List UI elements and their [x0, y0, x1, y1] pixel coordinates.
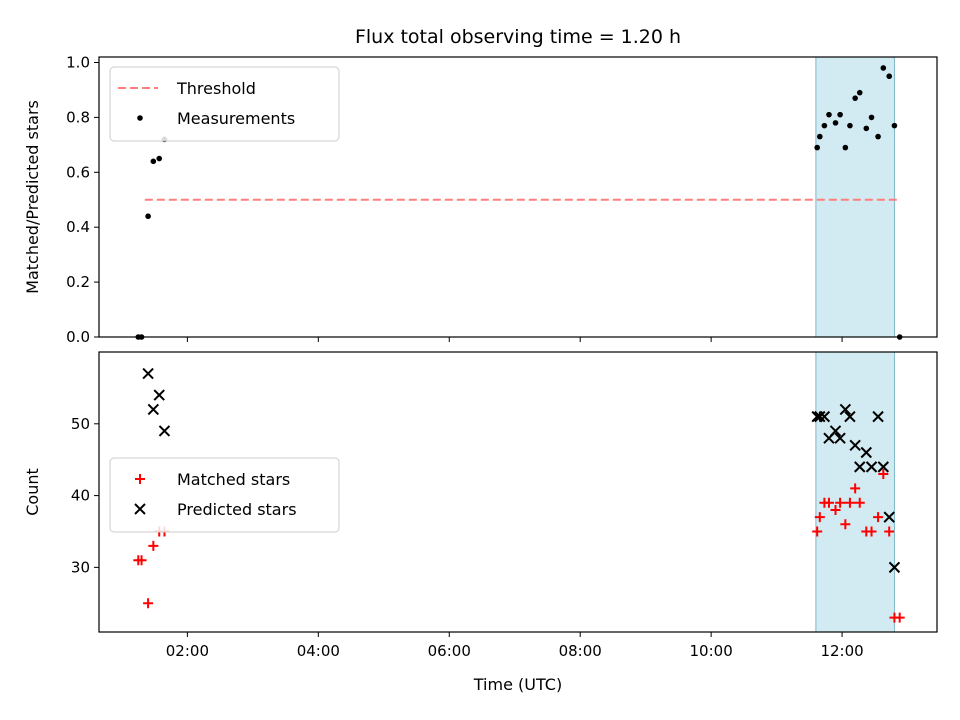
matched-star-point [812, 526, 823, 537]
measurement-point [145, 213, 151, 220]
matched-star-point [854, 497, 865, 508]
chart-title: Flux total observing time = 1.20 h [355, 26, 681, 48]
measurement-point [814, 144, 820, 151]
predicted-star-point [814, 410, 826, 423]
top-panel: 0.0 0.2 0.4 0.6 0.8 1.0 Matched/Predicted star… [23, 53, 938, 346]
legend-matched-swatch [135, 474, 145, 484]
predicted-star-point [883, 511, 895, 523]
x-tick-label: 08:00 [559, 642, 602, 660]
x-tick-label: 06:00 [428, 642, 471, 660]
matched-star-point [835, 497, 846, 508]
measurement-point [847, 122, 853, 129]
matched-star-point [823, 497, 834, 508]
legend-box [109, 66, 340, 142]
y-tick-label: 30 [71, 558, 90, 576]
matched-star-point [136, 555, 147, 566]
measurement-point [150, 158, 157, 165]
shaded-interval [815, 56, 895, 338]
x-tick-label: 04:00 [297, 642, 340, 660]
measurement-point [832, 120, 839, 126]
measurement-point [821, 122, 828, 129]
x-tick-label: 10:00 [690, 642, 733, 660]
measurement-point [826, 111, 832, 118]
predicted-star-point [834, 432, 846, 444]
matched-star-point [148, 540, 159, 551]
predicted-star-point [153, 389, 165, 401]
measurement-point [875, 133, 881, 140]
x-tick-label: 12:00 [820, 642, 863, 660]
x-tick-label: 02:00 [166, 642, 209, 660]
y-tick-label: 50 [71, 415, 90, 433]
matched-star-point [873, 512, 884, 523]
matched-star-point [840, 519, 851, 530]
measurement-point [856, 89, 863, 96]
predicted-star-point [888, 561, 901, 574]
matched-star-point [830, 504, 841, 515]
legend-entry-label: Threshold [176, 79, 256, 98]
y-tick-label: 0.8 [66, 108, 90, 126]
measurement-point [842, 144, 849, 151]
measurement-point [863, 125, 870, 132]
measurement-point [891, 122, 898, 129]
legend-box [109, 457, 340, 533]
y-axis-label: Matched/Predicted stars [23, 100, 42, 294]
predicted-star-point [158, 425, 171, 437]
matched-star-point [894, 612, 905, 623]
legend-entry-label: Measurements [177, 109, 295, 128]
measurement-point [886, 73, 893, 80]
y-tick-label: 0.0 [66, 328, 90, 346]
predicted-star-point [839, 403, 852, 416]
predicted-star-point [844, 410, 856, 423]
matched-star-point [878, 469, 889, 480]
y-tick-label: 40 [71, 487, 90, 505]
axes-frame [98, 56, 938, 338]
measurement-point [852, 95, 858, 101]
y-tick-label: 0.4 [66, 218, 90, 236]
measurement-point [868, 114, 875, 121]
predicted-star-point [142, 367, 154, 380]
measurement-point [156, 155, 163, 162]
predicted-star-point [818, 410, 831, 423]
legend-entry-label: Matched stars [177, 470, 290, 489]
y-axis-label: Count [23, 468, 42, 516]
predicted-star-point [860, 446, 873, 459]
predicted-star-point [865, 461, 878, 473]
matched-star-point [844, 497, 855, 508]
predicted-star-point [872, 410, 884, 423]
predicted-star-point [147, 403, 160, 416]
y-tick-label: 1.0 [66, 53, 90, 71]
matched-star-point [814, 512, 825, 523]
predicted-star-point [829, 425, 842, 437]
measurement-point [880, 65, 887, 71]
y-tick-label: 0.6 [66, 163, 90, 181]
y-tick-label: 0.2 [66, 273, 90, 291]
axes-frame [98, 351, 938, 633]
bottom-panel: 02:00 04:00 06:00 08:00 10:00 12:00 30 40 50 Coun… [23, 351, 938, 660]
predicted-star-point [849, 439, 861, 452]
x-axis-label: Time (UTC) [473, 675, 562, 694]
measurement-point [837, 111, 843, 118]
predicted-star-point [877, 461, 890, 473]
matched-star-point [884, 526, 895, 537]
legend-entry-label: Predicted stars [177, 500, 297, 519]
legend-measurement-swatch [137, 115, 143, 121]
predicted-star-point [854, 461, 866, 473]
legend-predicted-swatch [134, 503, 146, 515]
matched-star-point [850, 483, 861, 494]
measurement-point [817, 133, 823, 140]
matched-star-point [866, 526, 877, 537]
matched-star-point [143, 598, 154, 609]
